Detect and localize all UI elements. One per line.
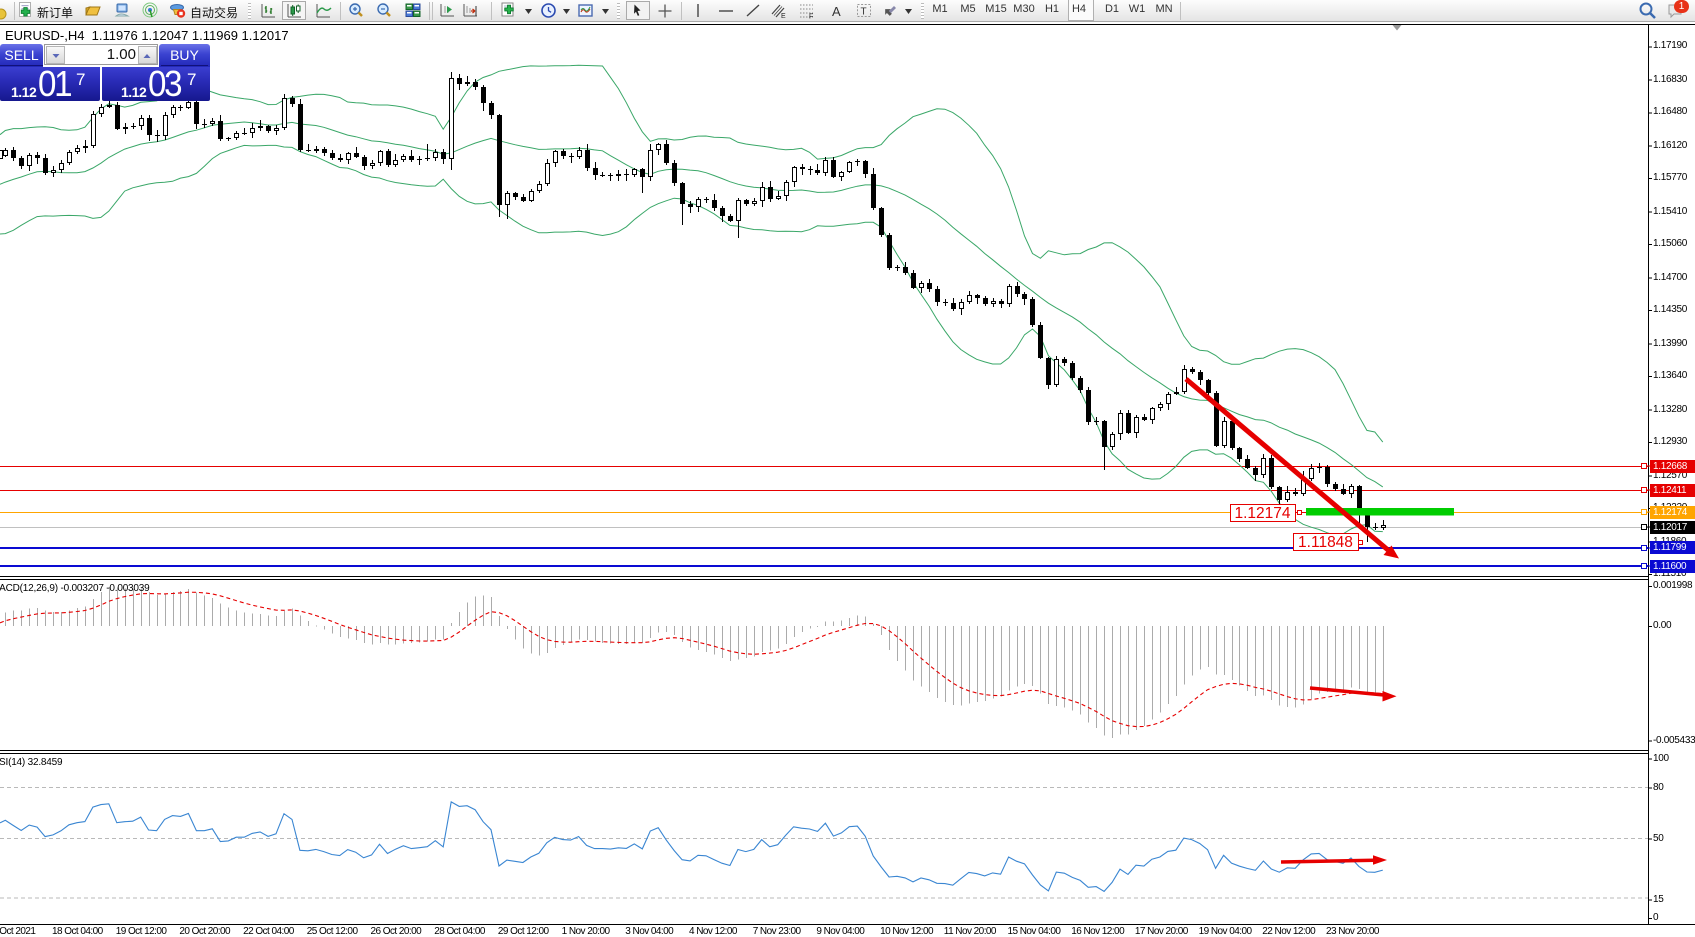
svg-text:T: T xyxy=(861,7,867,18)
svg-text:1.11848: 1.11848 xyxy=(1298,534,1353,551)
svg-text:E: E xyxy=(781,13,786,20)
svg-text:1.12174: 1.12174 xyxy=(1234,505,1290,522)
svg-text:F: F xyxy=(809,14,813,21)
